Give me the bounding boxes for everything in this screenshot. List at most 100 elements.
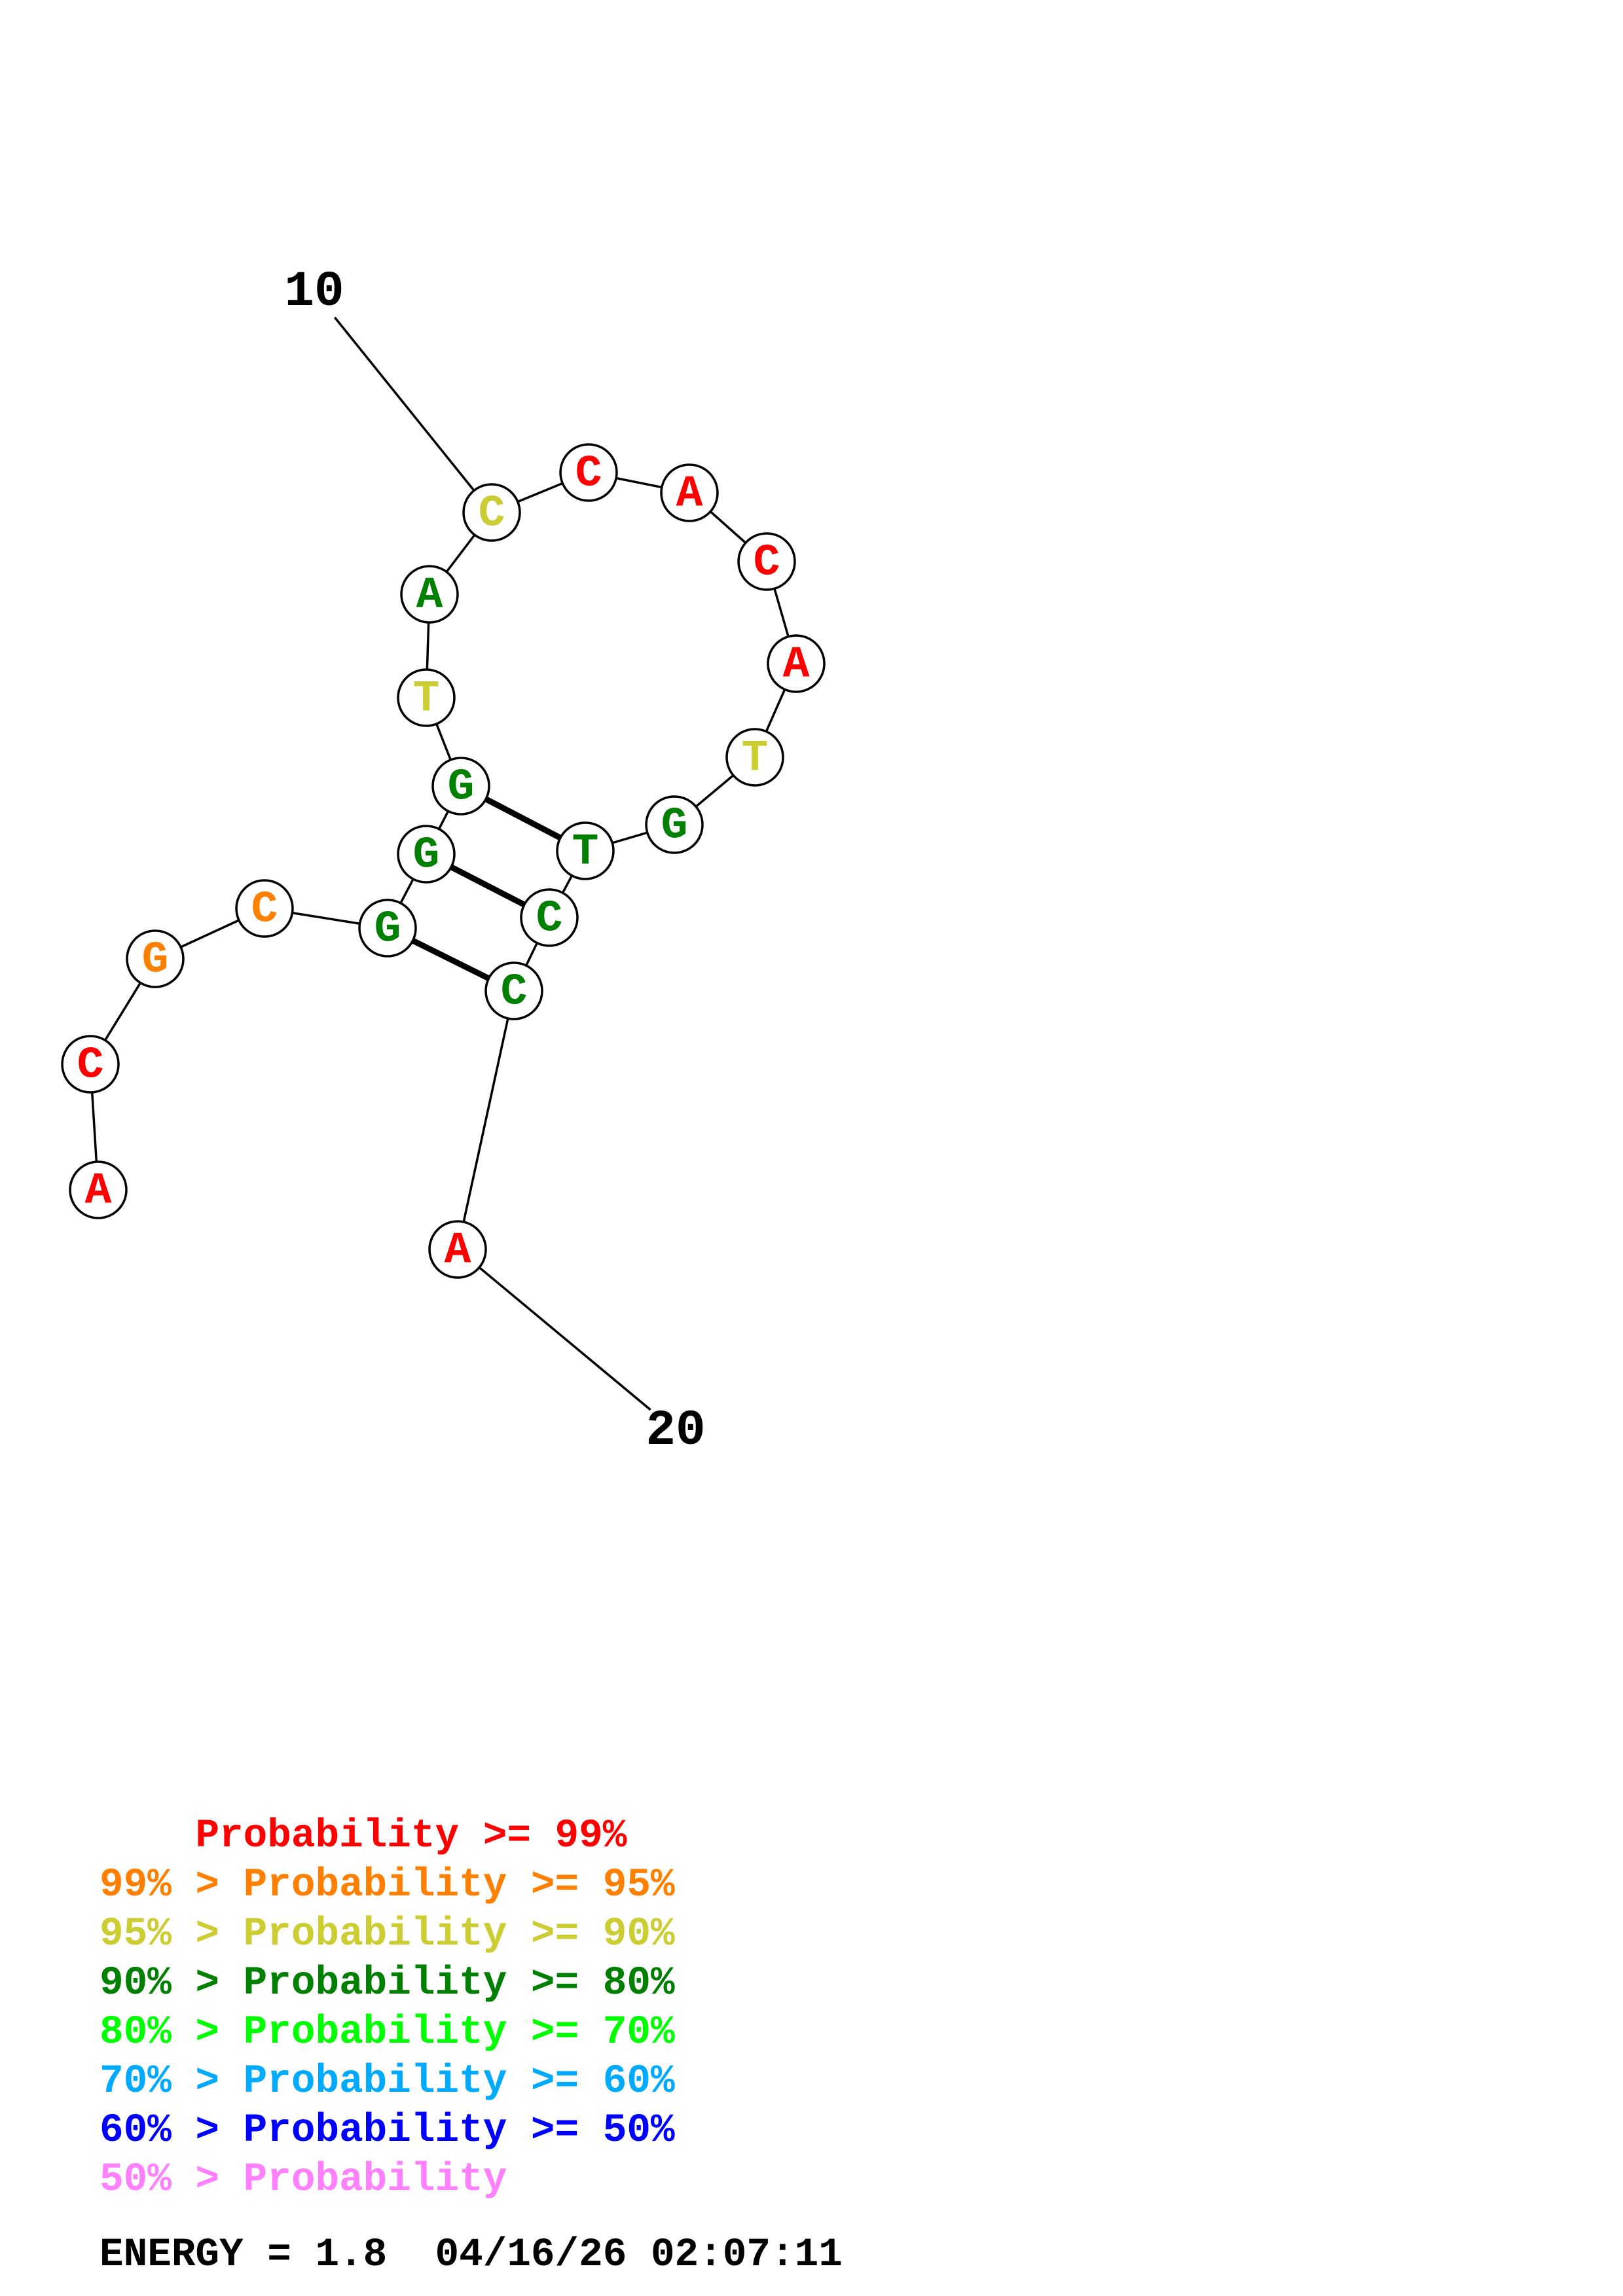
- nucleotide-letter: A: [416, 571, 443, 621]
- position-label-10: 10: [284, 264, 344, 320]
- nucleotide-letter: T: [742, 734, 769, 784]
- legend-threshold: 70% >: [100, 2059, 244, 2104]
- legend-range: Probability: [243, 2157, 507, 2202]
- nucleotide-letter: T: [572, 827, 599, 878]
- nucleotide-9: A: [400, 565, 459, 624]
- nucleotide-circle: [520, 888, 579, 947]
- base-pair-bond: [411, 938, 490, 981]
- nucleotide-circle: [767, 634, 826, 693]
- nucleotide-letter: C: [501, 967, 528, 1018]
- nucleotide-circle: [431, 757, 490, 816]
- nucleotide-7: G: [431, 757, 490, 816]
- nucleotide-20: A: [428, 1220, 487, 1279]
- legend-range: Probability >= 99%: [195, 1814, 627, 1859]
- legend-row: Probability >= 99%: [100, 1812, 675, 1861]
- nucleotide-5: G: [358, 899, 417, 958]
- nucleotide-circle: [462, 483, 521, 542]
- legend-range: Probability >= 60%: [243, 2059, 675, 2104]
- timestamp: 04/16/26 02:07:11: [435, 2233, 843, 2278]
- backbone-segment: [456, 990, 515, 1250]
- nucleotide-circle: [358, 899, 417, 958]
- legend-threshold: 50% >: [100, 2157, 244, 2202]
- nucleotide-circle: [428, 1220, 487, 1279]
- nucleotide-2: C: [61, 1035, 120, 1094]
- nucleotide-letter: C: [77, 1041, 104, 1091]
- nucleotide-letter: C: [479, 489, 505, 539]
- nucleotide-circle: [397, 825, 456, 884]
- footer-spacer: [387, 2233, 435, 2278]
- legend-row: 95% > Probability >= 90%: [100, 1910, 675, 1959]
- energy-footer: ENERGY = 1.8 04/16/26 02:07:11: [100, 2231, 843, 2280]
- legend-row: 70% > Probability >= 60%: [100, 2057, 675, 2106]
- nucleotide-1: A: [69, 1160, 128, 1219]
- nucleotide-12: A: [660, 463, 719, 522]
- nucleotide-17: T: [556, 821, 615, 880]
- nucleotide-circle: [660, 463, 719, 522]
- base-pair-bond: [484, 796, 562, 841]
- legend-row: 99% > Probability >= 95%: [100, 1861, 675, 1910]
- nucleotide-letter: A: [445, 1226, 471, 1276]
- nucleotide-19: C: [484, 961, 543, 1020]
- legend-range: Probability >= 90%: [243, 1912, 675, 1957]
- position-label-20: 20: [646, 1403, 705, 1459]
- nucleotide-letter: A: [783, 640, 810, 691]
- nucleotide-circle: [725, 728, 784, 787]
- legend-threshold: [100, 1814, 195, 1859]
- legend-range: Probability >= 70%: [243, 2010, 675, 2055]
- nucleotide-14: A: [767, 634, 826, 693]
- position-leader-line: [333, 316, 475, 492]
- legend-row: 80% > Probability >= 70%: [100, 2008, 675, 2057]
- position-label-layer: 10 20: [284, 264, 705, 1459]
- nucleotide-letter: G: [413, 831, 440, 881]
- nucleotide-letter: G: [142, 935, 169, 986]
- legend-threshold: 99% >: [100, 1863, 244, 1908]
- nucleotide-letter: A: [676, 469, 703, 520]
- energy-value: ENERGY = 1.8: [100, 2233, 388, 2278]
- position-label-lines: [333, 316, 651, 1411]
- nucleotide-circle: [559, 443, 618, 502]
- probability-legend: Probability >= 99% 99% > Probability >= 9…: [100, 1812, 675, 2204]
- nucleotide-letter: C: [575, 449, 602, 499]
- nucleotide-letter: G: [374, 905, 401, 955]
- nucleotide-11: C: [559, 443, 618, 502]
- nucleotide-15: T: [725, 728, 784, 787]
- nucleotide-10: C: [462, 483, 521, 542]
- nucleotide-letter: G: [661, 801, 688, 852]
- nucleotide-letter: A: [85, 1166, 112, 1217]
- nucleotide-circle: [235, 879, 294, 938]
- legend-range: Probability >= 80%: [243, 1961, 675, 2006]
- nucleotide-circle: [645, 795, 704, 854]
- nucleotide-circle: [484, 961, 543, 1020]
- legend-range: Probability >= 95%: [243, 1863, 675, 1908]
- legend-row: 60% > Probability >= 50%: [100, 2106, 675, 2155]
- nucleotide-circle: [61, 1035, 120, 1094]
- legend-threshold: 60% >: [100, 2108, 244, 2153]
- legend-threshold: 80% >: [100, 2010, 244, 2055]
- nucleotide-4: C: [235, 879, 294, 938]
- nucleotide-circle: [556, 821, 615, 880]
- nucleotide-letter: C: [536, 894, 563, 944]
- nucleotide-circle: [69, 1160, 128, 1219]
- nucleotide-18: C: [520, 888, 579, 947]
- legend-threshold: 95% >: [100, 1912, 244, 1957]
- nucleotide-letter: G: [448, 762, 475, 813]
- base-pair-layer: [411, 796, 562, 981]
- nucleotide-8: T: [397, 668, 456, 727]
- nucleotide-16: G: [645, 795, 704, 854]
- legend-row: 90% > Probability >= 80%: [100, 1959, 675, 2008]
- nucleotide-letter: C: [251, 885, 278, 935]
- position-leader-line: [478, 1266, 651, 1411]
- nucleotide-3: G: [126, 929, 185, 988]
- legend-threshold: 90% >: [100, 1961, 244, 2006]
- nucleotide-letter: C: [754, 538, 780, 588]
- nucleotide-13: C: [737, 532, 796, 591]
- nucleotide-circle: [397, 668, 456, 727]
- nucleotide-circle: [126, 929, 185, 988]
- nucleotide-6: G: [397, 825, 456, 884]
- nucleotide-circle: [400, 565, 459, 624]
- base-pair-bond: [450, 864, 526, 908]
- legend-range: Probability >= 50%: [243, 2108, 675, 2153]
- legend-row: 50% > Probability: [100, 2155, 675, 2204]
